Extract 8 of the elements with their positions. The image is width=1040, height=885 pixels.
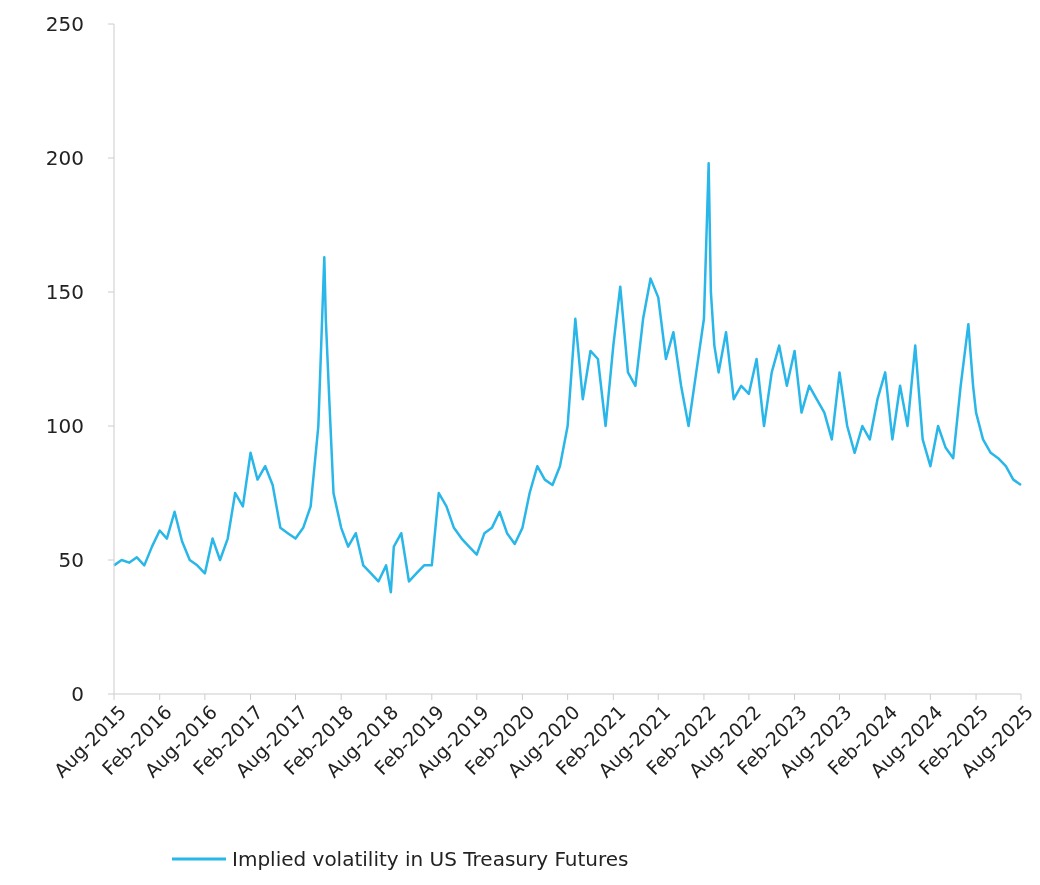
y-tick-label: 100 [45,414,84,438]
line-series [112,162,1023,594]
y-tick-label: 250 [45,12,84,36]
y-tick-label: 150 [45,280,84,304]
y-tick-label: 0 [71,682,84,706]
y-tick-label: 50 [58,548,84,572]
legend-label: Implied volatility in US Treasury Futures [232,847,629,871]
y-tick-label: 200 [45,146,84,170]
